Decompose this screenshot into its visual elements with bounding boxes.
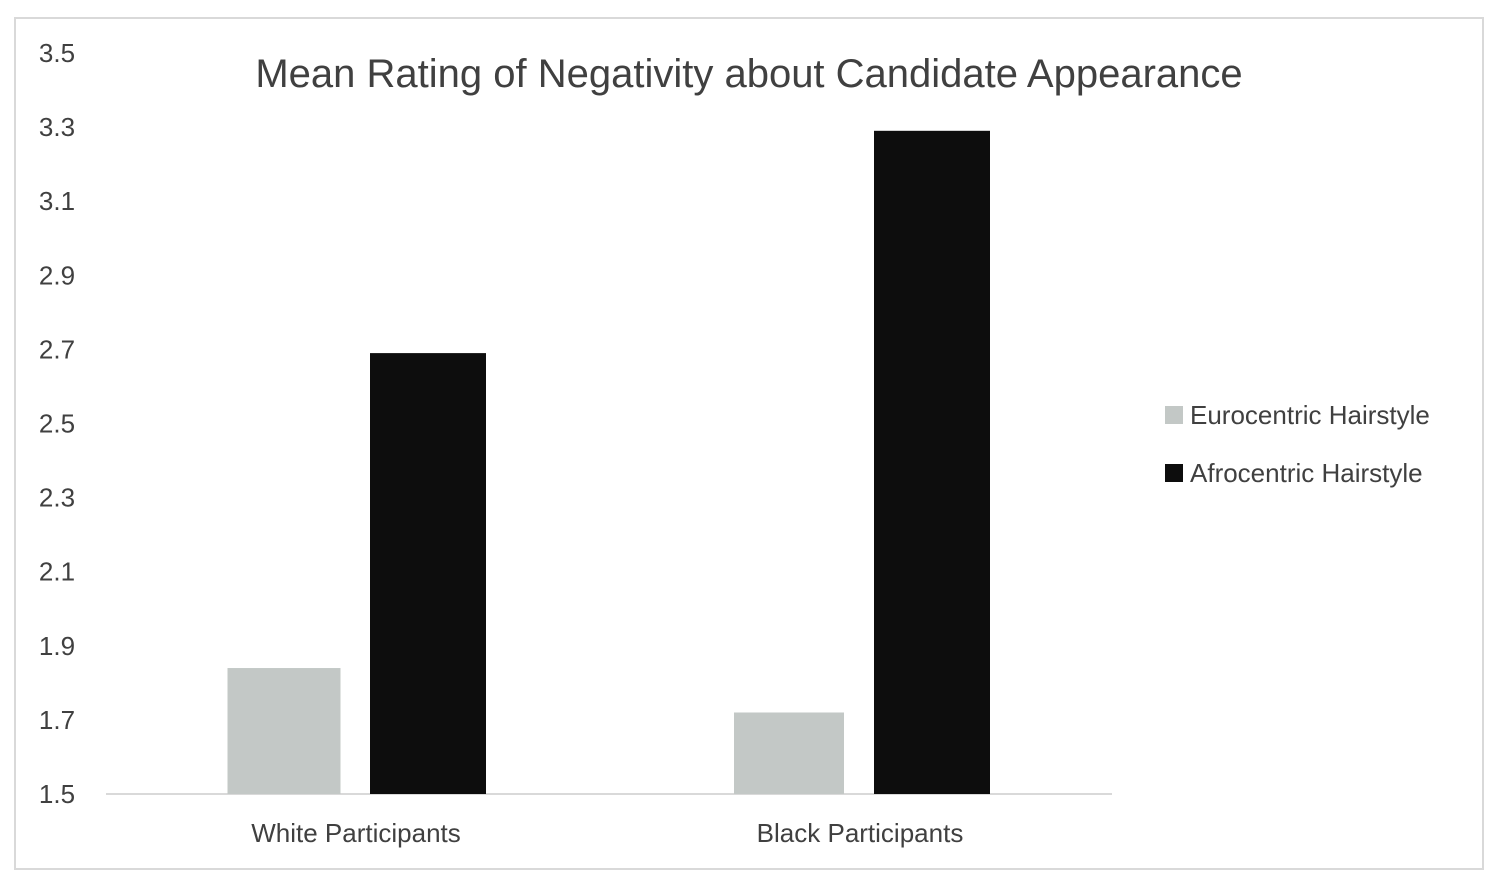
bars [227, 130, 990, 794]
y-tick-label: 3.3 [39, 112, 75, 142]
y-tick-label: 2.9 [39, 260, 75, 290]
bar-afrocentric-white [370, 353, 486, 794]
y-tick-label: 3.5 [39, 38, 75, 68]
y-tick-label: 1.7 [39, 705, 75, 735]
y-tick-label: 1.5 [39, 779, 75, 809]
legend-swatch [1165, 406, 1183, 424]
x-category-label: White Participants [251, 818, 461, 848]
y-tick-label: 1.9 [39, 631, 75, 661]
bar-eurocentric-white [227, 668, 341, 794]
x-axis: White Participants Black Participants [251, 818, 963, 848]
y-tick-label: 3.1 [39, 186, 75, 216]
x-category-label: Black Participants [757, 818, 964, 848]
y-tick-label: 2.5 [39, 409, 75, 439]
chart-title: Mean Rating of Negativity about Candidat… [255, 52, 1242, 96]
legend: Eurocentric Hairstyle Afrocentric Hairsty… [1165, 400, 1430, 488]
y-tick-label: 2.7 [39, 334, 75, 364]
bar-afrocentric-black [874, 130, 990, 794]
legend-swatch [1165, 464, 1183, 482]
bar-eurocentric-black [734, 712, 844, 794]
legend-label: Eurocentric Hairstyle [1190, 400, 1430, 430]
y-tick-label: 2.1 [39, 557, 75, 587]
y-tick-label: 2.3 [39, 483, 75, 513]
y-axis: 1.5 1.7 1.9 2.1 2.3 2.5 2.7 2.9 3.1 3.3 3.5 [39, 38, 75, 809]
legend-label: Afrocentric Hairstyle [1190, 458, 1423, 488]
